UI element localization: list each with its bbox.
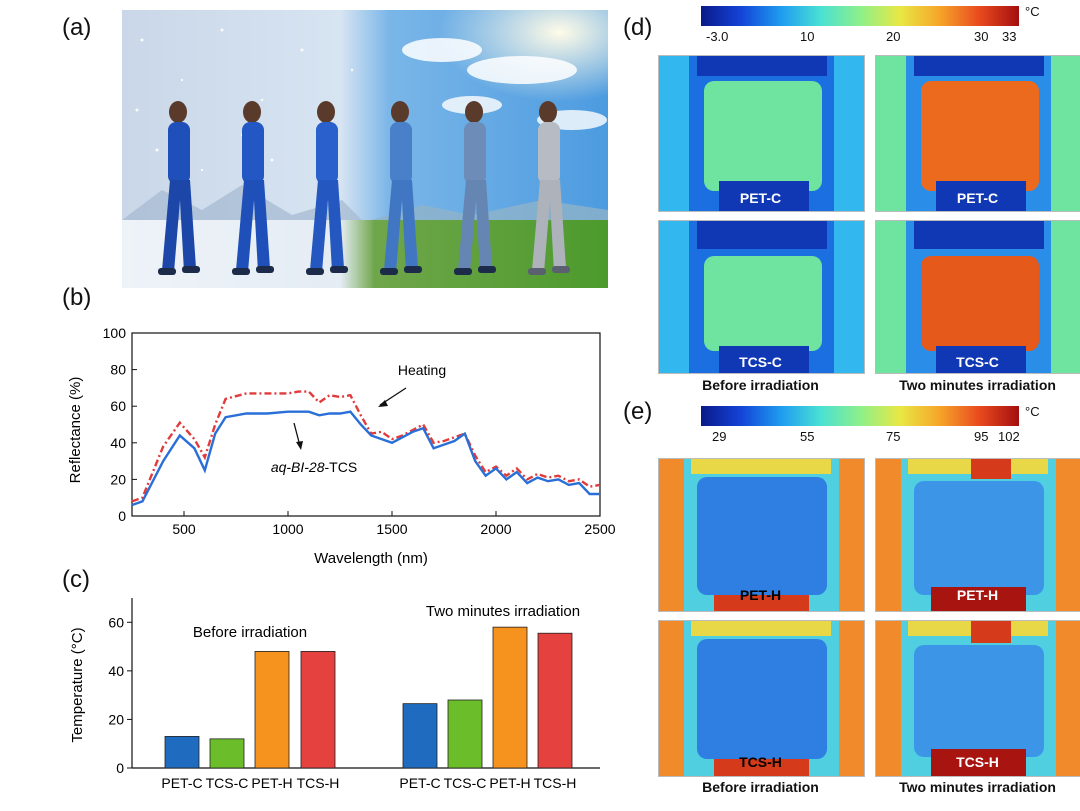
reflectance-ylabel: Reflectance (%) [67, 377, 84, 484]
colorbar-hot-tick: 95 [974, 429, 989, 444]
bar-category-label: TCS-H [534, 775, 577, 791]
temperature-ylabel: Temperature (°C) [69, 627, 86, 742]
thermal-image-tcs-h-before [658, 620, 865, 777]
temperature-bar [492, 626, 528, 769]
colorbar-hot-tick: 29 [712, 429, 727, 444]
bar-category-label: PET-H [489, 775, 530, 791]
panel-label-c: (c) [62, 566, 90, 593]
heating-arrow-head [378, 400, 388, 407]
panel-label-b: (b) [62, 284, 92, 311]
bar-category-label: TCS-C [444, 775, 487, 791]
colorbar-cold-unit: °C [1025, 4, 1040, 19]
bar-category-label: TCS-H [297, 775, 340, 791]
group-label-before: Before irradiation [193, 624, 307, 641]
x-tick-label: 1500 [376, 521, 407, 537]
heating-series-line [131, 390, 601, 503]
temperature-bar [537, 632, 573, 769]
colorbar-cold-tick: -3.0 [706, 29, 729, 44]
y-tick-label: 80 [110, 362, 126, 378]
colorbar-cold-tick: 33 [1002, 29, 1017, 44]
thermal-label: PET-H [956, 587, 999, 603]
thermal-label: TCS-H [956, 754, 999, 770]
runner-illustration [122, 10, 608, 288]
reflectance-xlabel: Wavelength (nm) [314, 550, 428, 567]
sample-series-line [131, 410, 600, 507]
heating-annotation: Heating [398, 362, 446, 378]
bar-category-label: PET-C [161, 775, 202, 791]
colorbar-cold-tick: 20 [886, 29, 901, 44]
y-tick-label: 0 [118, 508, 126, 524]
x-tick-label: 1000 [272, 521, 303, 537]
bar-category-label: PET-H [251, 775, 292, 791]
y-tick-label: 40 [110, 435, 126, 451]
y-tick-label: 100 [103, 325, 127, 341]
colorbar-cold-tick: 10 [800, 29, 815, 44]
thermal-image-tcs-h-after [875, 620, 1080, 777]
y-tick-label: 20 [110, 471, 126, 487]
y-tick-label: 20 [108, 711, 124, 727]
thermal-label: TCS-C [739, 354, 782, 370]
y-tick-label: 60 [110, 398, 126, 414]
caption-after: Two minutes irradiation [899, 779, 1056, 795]
caption-before: Before irradiation [702, 377, 819, 393]
colorbar-hot-tick: 75 [886, 429, 901, 444]
y-tick-label: 0 [116, 760, 124, 776]
colorbar-hot [701, 406, 1019, 426]
panel-label-a: (a) [62, 14, 92, 41]
y-tick-label: 60 [108, 614, 124, 630]
reflectance-chart: 0 20 40 60 80 100 500 1000 1500 2000 2500 Reflecta… [67, 325, 616, 567]
thermal-image-pet-h-after [875, 458, 1080, 612]
thermal-label: PET-C [739, 190, 782, 206]
group-label-after: Two minutes irradiation [426, 603, 580, 620]
sample-annotation: aq-BI-28-TCS [271, 459, 357, 475]
caption-after: Two minutes irradiation [899, 377, 1056, 393]
colorbar-hot-unit: °C [1025, 404, 1040, 419]
colorbar-hot-tick: 55 [800, 429, 815, 444]
colorbar-hot-tick: 102 [998, 429, 1020, 444]
thermal-image-pet-c-before [658, 55, 865, 212]
sample-arrow-head [296, 441, 303, 450]
thermal-label: PET-C [956, 190, 999, 206]
temperature-bar [447, 699, 483, 769]
thermal-image-pet-c-after [875, 55, 1080, 212]
thermal-image-pet-h-before [658, 458, 865, 612]
y-tick-label: 40 [108, 663, 124, 679]
thermal-image-tcs-c-after [875, 220, 1080, 374]
colorbar-cold [701, 6, 1019, 26]
temperature-bar [209, 738, 245, 769]
bar-category-label: PET-C [399, 775, 440, 791]
temperature-bar [402, 703, 438, 769]
x-tick-label: 2500 [584, 521, 615, 537]
colorbar-cold-tick: 30 [974, 29, 989, 44]
thermal-label: TCS-H [739, 754, 782, 770]
thermal-label: PET-H [739, 587, 782, 603]
panel-label-d: (d) [623, 14, 653, 41]
temperature-bar [164, 736, 200, 769]
panel-label-e: (e) [623, 398, 653, 425]
thermal-label: TCS-C [956, 354, 999, 370]
temperature-bar [300, 651, 336, 769]
thermal-image-tcs-c-before [658, 220, 865, 374]
plot-frame [131, 332, 601, 517]
x-tick-label: 2000 [480, 521, 511, 537]
caption-before: Before irradiation [702, 779, 819, 795]
x-tick-label: 500 [172, 521, 196, 537]
temperature-bar [254, 651, 290, 769]
bar-category-label: TCS-C [206, 775, 249, 791]
